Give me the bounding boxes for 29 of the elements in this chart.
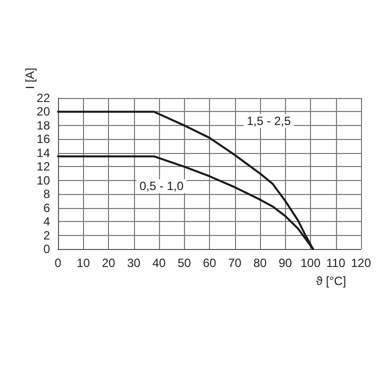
text: 1,5 - 2,5 — [246, 114, 292, 128]
y-tick-label: 0 — [43, 242, 50, 256]
y-tick-label: 4 — [43, 214, 50, 229]
y-tick-label: 10 — [36, 173, 50, 188]
y-tick-label: 18 — [36, 118, 50, 132]
x-tick-label: 20 — [102, 256, 116, 270]
x-tick-label: 80 — [253, 256, 267, 270]
x-tick-label: 40 — [152, 256, 166, 270]
x-tick-label: 70 — [228, 256, 242, 270]
y-axis-title: I [A] — [23, 68, 37, 90]
x-axis-title: ϑ [°C] — [316, 274, 346, 288]
x-tick-label: 120 — [350, 256, 372, 270]
y-tick-label: 2 — [43, 228, 50, 242]
y-tick-label: 14 — [36, 146, 50, 160]
x-tick-label: 10 — [76, 256, 90, 270]
series-label: 0,5 - 1,0 — [139, 179, 184, 194]
x-tick-label: 90 — [278, 256, 292, 270]
x-tick-label: 30 — [127, 256, 141, 270]
y-tick-label: 6 — [43, 200, 50, 215]
x-tick-label: 50 — [178, 256, 192, 270]
y-tick-label: 8 — [43, 187, 50, 202]
x-tick-label: 0 — [54, 256, 62, 270]
x-tick-label: 60 — [202, 256, 216, 270]
y-tick-label: 16 — [36, 132, 50, 146]
x-tick-label: 110 — [326, 256, 346, 270]
y-tick-label: 12 — [36, 160, 50, 174]
y-tick-label: 20 — [36, 104, 50, 119]
x-tick-label: 100 — [300, 256, 321, 270]
y-tick-label: 22 — [36, 91, 50, 105]
